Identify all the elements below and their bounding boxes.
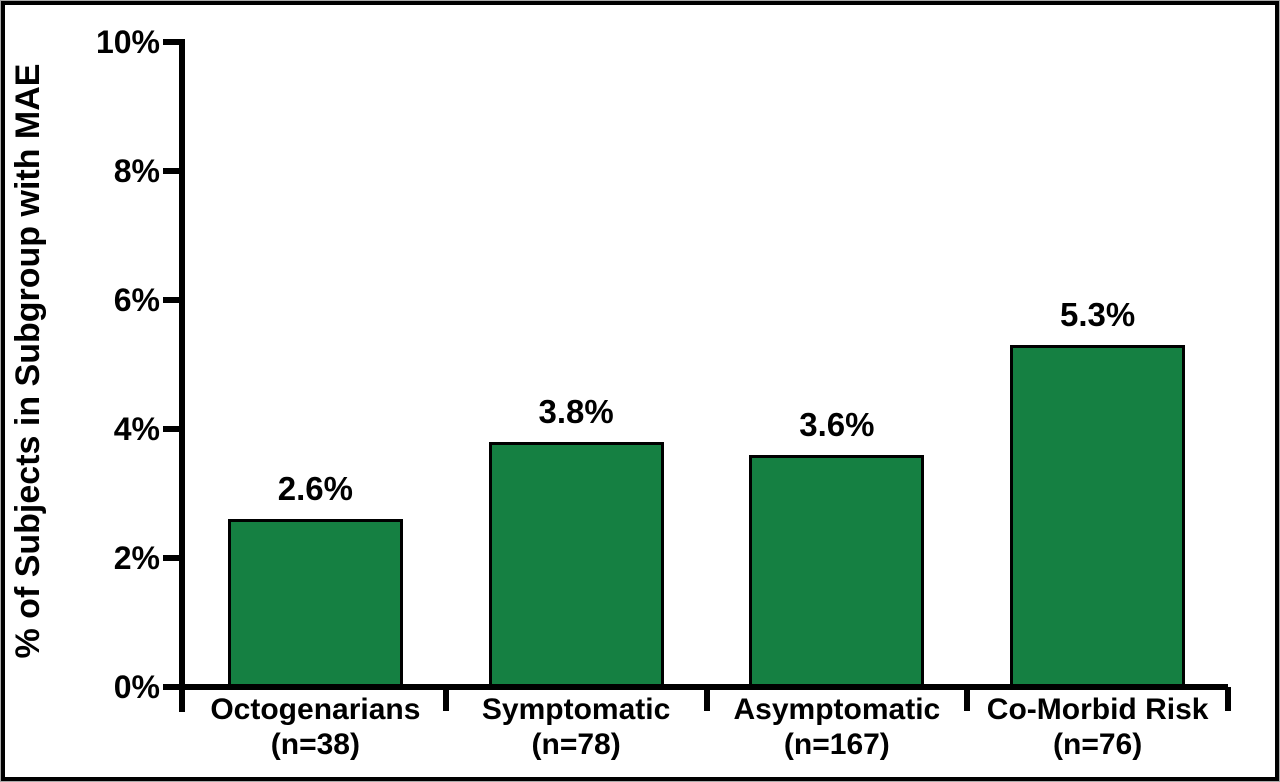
category-label: Symptomatic (n=78): [446, 692, 707, 762]
y-axis-line: [179, 39, 185, 712]
category-label: Octogenarians (n=38): [185, 692, 446, 762]
category-name: Octogenarians: [210, 693, 421, 726]
y-axis-title: % of Subjects in Subgroup with MAE: [9, 63, 47, 659]
y-tick-label: 0%: [113, 669, 160, 705]
x-tick: [964, 687, 971, 711]
y-tick-label: 4%: [113, 411, 160, 447]
y-tick: [163, 684, 185, 690]
category-n-count: (n=76): [1053, 728, 1143, 761]
x-tick: [1225, 687, 1231, 711]
y-tick: [163, 555, 185, 561]
y-tick-label: 10%: [95, 24, 160, 60]
y-tick: [163, 168, 185, 174]
y-tick-label: 6%: [113, 282, 160, 318]
category-n-count: (n=78): [531, 728, 621, 761]
y-tick: [163, 297, 185, 303]
y-tick: [163, 39, 185, 45]
bar-value-label: 3.8%: [538, 392, 614, 430]
bar-octogenarians: [227, 519, 403, 687]
category-n-count: (n=38): [270, 728, 360, 761]
category-name: Symptomatic: [481, 693, 671, 726]
y-tick: [163, 426, 185, 432]
bar-value-label: 3.6%: [799, 405, 875, 443]
x-tick: [703, 687, 710, 711]
category-name: Asymptomatic: [733, 693, 941, 726]
y-tick-label: 2%: [113, 540, 160, 576]
bar-value-label: 5.3%: [1060, 296, 1136, 334]
bar-co-morbid-risk: [1010, 345, 1186, 687]
x-tick: [442, 687, 449, 711]
category-n-count: (n=167): [783, 728, 890, 761]
bar-value-label: 2.6%: [277, 470, 353, 508]
category-label: Co-Morbid Risk (n=76): [967, 692, 1228, 762]
bar-asymptomatic: [749, 454, 925, 687]
category-label: Asymptomatic (n=167): [707, 692, 968, 762]
category-name: Co-Morbid Risk: [986, 693, 1209, 726]
y-tick-label: 8%: [113, 153, 160, 189]
bar-symptomatic: [488, 441, 664, 687]
